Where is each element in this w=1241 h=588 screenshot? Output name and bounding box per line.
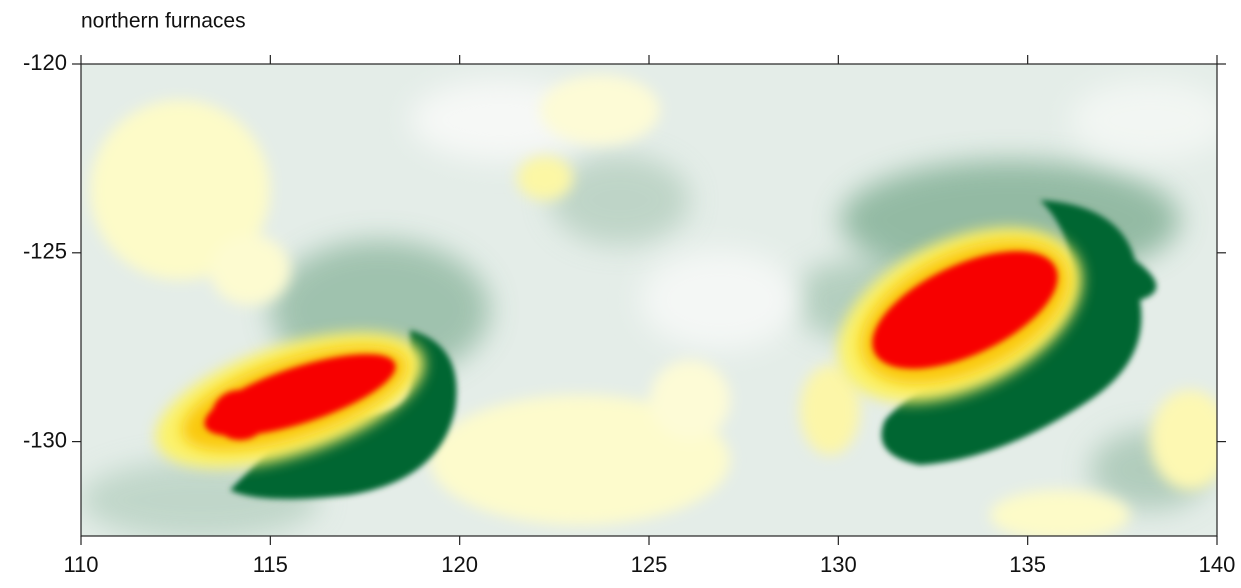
y-tick-label: -125 bbox=[23, 239, 67, 264]
chart-title: northern furnaces bbox=[81, 10, 246, 33]
x-tick-label: 120 bbox=[441, 552, 478, 577]
x-tick-label: 115 bbox=[253, 552, 288, 577]
x-tick-label: 140 bbox=[1199, 552, 1236, 577]
y-tick-label: -120 bbox=[23, 50, 67, 75]
x-tick-label: 135 bbox=[1009, 552, 1046, 577]
y-tick-label: -130 bbox=[23, 427, 67, 452]
x-tick-label: 125 bbox=[631, 552, 668, 577]
chart: northern furnaces 110 115 120 125 130 135 140 -… bbox=[0, 0, 1241, 588]
field bbox=[80, 64, 1230, 540]
x-tick-label: 110 bbox=[63, 552, 98, 577]
x-tick-label: 130 bbox=[820, 552, 857, 577]
